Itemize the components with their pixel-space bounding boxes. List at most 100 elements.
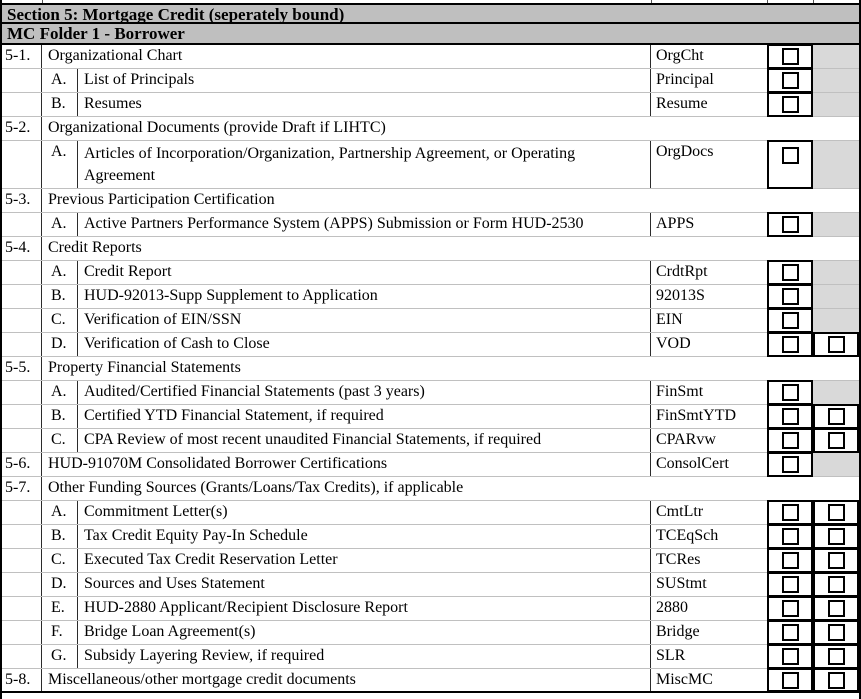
checkbox-2[interactable] (827, 648, 845, 665)
checkbox-1[interactable] (781, 312, 799, 329)
item-label: Tax Credit Equity Pay-In Schedule (78, 525, 651, 548)
shaded-cell (813, 69, 859, 92)
gridline-tick (767, 0, 768, 3)
doc-code: EIN (656, 311, 683, 328)
item-number (2, 525, 42, 548)
checklist-row: G. Subsidy Layering Review, if required SL… (2, 644, 859, 669)
checkbox-1[interactable] (781, 336, 799, 353)
checkbox-1[interactable] (781, 624, 799, 641)
shaded-cell (813, 213, 859, 236)
checkbox-1[interactable] (781, 72, 799, 89)
item-label: Executed Tax Credit Reservation Letter (78, 549, 651, 572)
doc-code: TCRes (656, 551, 701, 568)
checkbox-2[interactable] (827, 576, 845, 593)
shaded-cell (813, 141, 859, 188)
doc-code: VOD (656, 335, 691, 352)
item-letter: B. (42, 405, 78, 428)
checkbox-cell-1 (767, 260, 813, 285)
checklist-row: C. Verification of EIN/SSN EIN (2, 308, 859, 333)
checkbox-1[interactable] (781, 528, 799, 545)
doc-code: TCEqSch (656, 527, 719, 544)
gridline-tick (42, 0, 43, 3)
checkbox-1[interactable] (781, 48, 799, 65)
checkbox-1[interactable] (781, 147, 799, 164)
section-label: Property Financial Statements (48, 359, 241, 376)
item-number (2, 645, 42, 668)
item-number (2, 501, 42, 524)
folder-header: MC Folder 1 - Borrower (2, 24, 859, 45)
checkbox-cell-2 (813, 548, 859, 573)
checkbox-1[interactable] (781, 432, 799, 449)
item-label: Verification of Cash to Close (78, 333, 651, 356)
doc-code: OrgDocs (656, 143, 714, 160)
item-label: Audited/Certified Financial Statements (… (78, 381, 651, 404)
checklist-row: C. CPA Review of most recent unaudited Fi… (2, 428, 859, 453)
shaded-cell (813, 93, 859, 116)
checkbox-1[interactable] (781, 384, 799, 401)
item-label: Verification of EIN/SSN (78, 309, 651, 332)
checkbox-1[interactable] (781, 504, 799, 521)
checkbox-1[interactable] (781, 456, 799, 473)
checkbox-1[interactable] (781, 408, 799, 425)
checkbox-cell-2 (813, 524, 859, 549)
checkbox-2[interactable] (827, 552, 845, 569)
checkbox-1[interactable] (781, 600, 799, 617)
checkbox-1[interactable] (781, 216, 799, 233)
checklist-rows: 5-1. Organizational Chart OrgCht A. List of … (2, 44, 859, 693)
checkbox-1[interactable] (781, 552, 799, 569)
item-letter: C. (42, 309, 78, 332)
item-letter: B. (42, 285, 78, 308)
item-number (2, 261, 42, 284)
checkbox-2[interactable] (827, 432, 845, 449)
checkbox-1[interactable] (781, 96, 799, 113)
section-header: Section 5: Mortgage Credit (seperately b… (2, 3, 859, 24)
checkbox-2[interactable] (827, 600, 845, 617)
item-label: List of Principals (78, 69, 651, 92)
doc-code: Resume (656, 95, 708, 112)
checklist-row: F. Bridge Loan Agreement(s) Bridge (2, 620, 859, 645)
checkbox-2[interactable] (827, 624, 845, 641)
checklist-row: D. Verification of Cash to Close VOD (2, 332, 859, 357)
checkbox-cell-1 (767, 68, 813, 93)
item-number: 5-8. (2, 669, 42, 691)
checklist-row: A. Articles of Incorporation/Organization… (2, 140, 859, 189)
checkbox-2[interactable] (827, 672, 845, 689)
checkbox-1[interactable] (781, 672, 799, 689)
item-letter: A. (42, 69, 78, 92)
checkbox-cell-1 (767, 596, 813, 621)
checkbox-cell-1 (767, 308, 813, 333)
item-number (2, 597, 42, 620)
item-letter: A. (42, 381, 78, 404)
checkbox-1[interactable] (781, 288, 799, 305)
checkbox-cell-1 (767, 404, 813, 429)
checkbox-2[interactable] (827, 408, 845, 425)
checkbox-1[interactable] (781, 264, 799, 281)
checkbox-2[interactable] (827, 336, 845, 353)
checkbox-1[interactable] (781, 576, 799, 593)
gridline-tick (651, 0, 652, 3)
shaded-cell (813, 453, 859, 476)
item-label: Sources and Uses Statement (78, 573, 651, 596)
checkbox-cell-1 (767, 212, 813, 237)
checkbox-cell-2 (813, 428, 859, 453)
checkbox-cell-1 (767, 548, 813, 573)
item-number (2, 381, 42, 404)
doc-code: Bridge (656, 623, 700, 640)
item-label: HUD-92013-Supp Supplement to Application (78, 285, 651, 308)
item-label: Miscellaneous/other mortgage credit docu… (42, 669, 651, 691)
checkbox-cell-1 (767, 524, 813, 549)
checkbox-cell-2 (813, 332, 859, 357)
doc-code: CPARvw (656, 431, 716, 448)
item-letter: C. (42, 549, 78, 572)
checklist-row: A. Credit Report CrdtRpt (2, 260, 859, 285)
doc-code: 2880 (656, 599, 688, 616)
item-number (2, 141, 42, 188)
previous-row-sliver (2, 0, 859, 3)
item-label: CPA Review of most recent unaudited Fina… (78, 429, 651, 452)
checkbox-cell-1 (767, 500, 813, 525)
checkbox-2[interactable] (827, 504, 845, 521)
checkbox-1[interactable] (781, 648, 799, 665)
checkbox-2[interactable] (827, 528, 845, 545)
item-letter: A. (42, 501, 78, 524)
